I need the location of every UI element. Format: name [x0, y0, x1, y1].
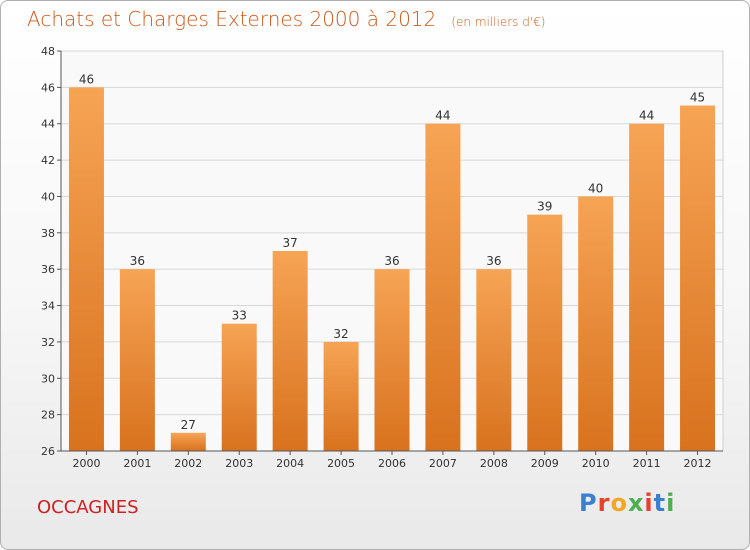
data-label: 36 — [130, 254, 145, 268]
bar — [680, 105, 716, 451]
x-tick-label: 2004 — [276, 457, 304, 470]
proxiti-logo: Proxiti — [579, 489, 675, 517]
data-label: 32 — [333, 327, 348, 341]
data-label: 44 — [639, 109, 654, 123]
labels: 26 28 30 32 34 36 38 40 42 44 46 48 46 2000 36 2001 27 20… — [41, 45, 712, 470]
x-tick-label: 2011 — [633, 457, 661, 470]
title-text: Achats et Charges Externes 2000 à 2012 — [27, 7, 437, 31]
logo-letter: x — [627, 489, 645, 517]
bar — [629, 123, 665, 452]
data-label: 27 — [181, 418, 196, 432]
data-label: 36 — [486, 254, 501, 268]
bar — [272, 251, 308, 451]
bar — [527, 214, 563, 451]
bar — [170, 432, 206, 451]
x-tick-label: 2002 — [174, 457, 202, 470]
y-tick-label: 32 — [41, 336, 55, 349]
x-tick-label: 2012 — [684, 457, 712, 470]
x-tick-label: 2007 — [429, 457, 457, 470]
logo-letter: t — [653, 489, 667, 517]
x-tick-label: 2001 — [123, 457, 151, 470]
y-tick-label: 28 — [41, 409, 55, 422]
axes — [57, 50, 723, 455]
y-tick-label: 36 — [41, 263, 55, 276]
x-tick-label: 2006 — [378, 457, 406, 470]
x-tick-label: 2000 — [72, 457, 100, 470]
unit-note: (en milliers d'€) — [451, 15, 546, 29]
y-tick-label: 46 — [41, 81, 55, 94]
bar — [476, 269, 512, 451]
data-label: 39 — [537, 200, 552, 214]
bar — [425, 123, 461, 452]
y-tick-label: 42 — [41, 154, 55, 167]
data-label: 33 — [232, 309, 247, 323]
bar — [374, 269, 410, 451]
y-tick-label: 34 — [41, 300, 55, 313]
bar — [221, 323, 257, 451]
logo-letter: r — [597, 489, 611, 517]
data-label: 44 — [435, 109, 450, 123]
logo-letter: i — [644, 489, 654, 517]
x-tick-label: 2005 — [327, 457, 355, 470]
y-tick-label: 30 — [41, 372, 55, 385]
data-label: 45 — [690, 91, 705, 105]
y-tick-label: 48 — [41, 45, 55, 58]
bar — [68, 87, 104, 451]
y-tick-label: 40 — [41, 190, 55, 203]
bar — [119, 269, 155, 451]
logo-letter: P — [579, 489, 598, 517]
logo-letter: i — [666, 489, 676, 517]
y-tick-label: 44 — [41, 118, 55, 131]
y-tick-label: 26 — [41, 445, 55, 458]
bars — [68, 87, 716, 452]
bar — [323, 341, 359, 451]
data-label: 37 — [283, 236, 298, 250]
chart-title: Achats et Charges Externes 2000 à 2012 (… — [27, 7, 545, 31]
y-tick-label: 38 — [41, 227, 55, 240]
x-tick-label: 2003 — [225, 457, 253, 470]
data-label: 40 — [588, 181, 603, 195]
bar — [578, 196, 614, 451]
x-tick-label: 2009 — [531, 457, 559, 470]
logo-letter: o — [610, 489, 628, 517]
commune-name: OCCAGNES — [37, 497, 139, 518]
x-tick-label: 2008 — [480, 457, 508, 470]
data-label: 36 — [384, 254, 399, 268]
data-label: 46 — [79, 72, 94, 86]
x-tick-label: 2010 — [582, 457, 610, 470]
